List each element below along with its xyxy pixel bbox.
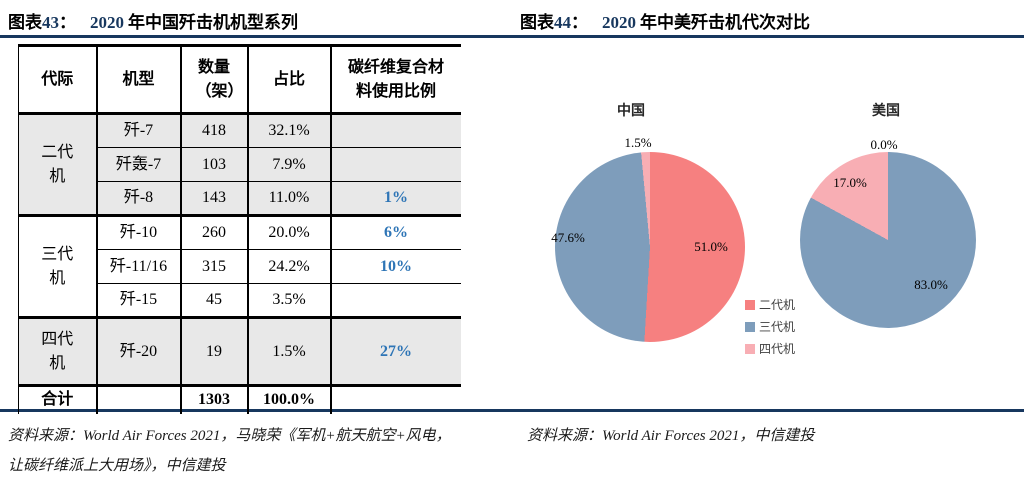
total-cell <box>95 384 181 414</box>
pie-chart-china <box>555 152 745 342</box>
pie-label-china-gen2: 51.0% <box>694 239 728 254</box>
count-cell: 315 <box>179 249 248 284</box>
pie-label-us-gen3: 83.0% <box>914 277 948 292</box>
pie-label-us-gen4: 17.0% <box>833 175 867 190</box>
table-row: 歼-8 143 11.0% 1% <box>19 181 461 216</box>
fighters-table-body: 二代机 歼-7 418 32.1% 歼轰-7 103 7.9% 歼-8 143 11.0% 1% 三代… <box>18 112 461 414</box>
count-cell: 103 <box>179 147 248 182</box>
figure-label: 图表 <box>520 13 554 32</box>
fighters-table: 代际 机型 数量（架） 占比 碳纤维复合材料使用比例 二代机 歼-7 418 32.1… <box>18 44 461 414</box>
model-cell: 歼-11/16 <box>95 249 181 284</box>
source-note-right: 资料来源：World Air Forces 2021，中信建投 <box>527 421 814 451</box>
title-text: 年中国歼击机机型系列 <box>128 13 298 32</box>
pie-label-china-gen4: 1.5% <box>624 135 652 150</box>
count-cell: 143 <box>179 181 248 216</box>
count-cell: 418 <box>179 112 248 148</box>
figure-colon: ： <box>571 13 588 32</box>
share-cell: 20.0% <box>246 214 331 250</box>
pie-legend: 二代机 三代机 四代机 <box>745 296 795 357</box>
legend-label: 二代机 <box>759 298 796 312</box>
carbon-cell: 1% <box>329 181 461 216</box>
share-cell: 32.1% <box>246 112 331 148</box>
pie-title-china: 中国 <box>617 102 645 118</box>
legend-swatch-icon <box>745 299 755 310</box>
table-row: 二代机 歼-7 418 32.1% <box>18 112 461 216</box>
figure-colon: ： <box>59 13 76 32</box>
count-cell: 45 <box>179 283 248 318</box>
source-line: 资料来源：World Air Forces 2021，中信建投 <box>527 428 815 444</box>
count-cell: 260 <box>179 214 248 250</box>
carbon-cell: 27% <box>329 316 461 386</box>
legend-label: 三代机 <box>759 320 796 334</box>
total-cell: 合计 <box>18 384 97 414</box>
table-row: 歼轰-7 103 7.9% <box>19 147 461 182</box>
pie-chart-us <box>800 152 976 328</box>
header-carbon: 碳纤维复合材料使用比例 <box>329 44 461 115</box>
title-year: 2020 <box>90 13 124 32</box>
source-note-left: 资料来源：World Air Forces 2021，马晓荣《军机+航天航空+风… <box>8 421 451 478</box>
model-cell: 歼-20 <box>95 316 181 386</box>
model-cell: 歼-8 <box>95 181 181 216</box>
source-line: 资料来源：World Air Forces 2021，马晓荣《军机+航天航空+风… <box>8 428 451 444</box>
total-cell: 1303 <box>179 384 248 414</box>
pie-title-us: 美国 <box>872 102 900 118</box>
carbon-cell: 10% <box>329 249 461 284</box>
legend-swatch-icon <box>745 321 755 332</box>
table-row: 三代机 歼-10 260 20.0% 6% <box>18 214 461 318</box>
top-divider-rule <box>0 35 1024 38</box>
source-line: 让碳纤维派上大用场》，中信建投 <box>8 458 226 474</box>
table-row: 歼-15 45 3.5% <box>19 283 461 318</box>
header-count: 数量（架） <box>179 44 248 115</box>
table-total-row: 合计 1303 100.0% <box>18 384 461 414</box>
carbon-cell: 6% <box>329 214 461 250</box>
total-cell: 100.0% <box>246 384 331 414</box>
table-row: 四代机 歼-20 19 1.5% 27% <box>18 316 461 386</box>
carbon-cell <box>329 147 461 182</box>
pie-label-us-gen2: 0.0% <box>870 137 898 152</box>
figure-number: 43 <box>42 13 59 32</box>
model-cell: 歼-15 <box>95 283 181 318</box>
figure-label: 图表 <box>8 13 42 32</box>
legend-item: 四代机 <box>745 340 795 357</box>
header-share: 占比 <box>246 44 331 115</box>
table-row: 歼-11/16 315 24.2% 10% <box>19 249 461 284</box>
model-cell: 歼轰-7 <box>95 147 181 182</box>
total-cell <box>329 384 461 414</box>
share-cell: 7.9% <box>246 147 331 182</box>
generation-cell: 四代机 <box>18 316 97 386</box>
generation-cell: 二代机 <box>18 112 97 216</box>
share-cell: 3.5% <box>246 283 331 318</box>
share-cell: 11.0% <box>246 181 331 216</box>
generation-cell: 三代机 <box>18 214 97 318</box>
figure-title-left: 图表43： 2020 年中国歼击机机型系列 <box>8 8 298 33</box>
model-cell: 歼-10 <box>95 214 181 250</box>
header-generation: 代际 <box>18 44 97 115</box>
header-row: 代际 机型 数量（架） 占比 碳纤维复合材料使用比例 <box>18 44 461 115</box>
count-cell: 19 <box>179 316 248 386</box>
legend-item: 二代机 <box>745 296 795 313</box>
carbon-cell <box>329 112 461 148</box>
carbon-cell <box>329 283 461 318</box>
figure-title-right: 图表44： 2020 年中美歼击机代次对比 <box>520 8 810 33</box>
header-model: 机型 <box>95 44 181 115</box>
model-cell: 歼-7 <box>95 112 181 148</box>
title-year: 2020 <box>602 13 636 32</box>
bottom-divider-rule <box>0 409 1024 412</box>
legend-swatch-icon <box>745 343 755 354</box>
fighters-table-header: 代际 机型 数量（架） 占比 碳纤维复合材料使用比例 <box>18 44 461 115</box>
figure-number: 44 <box>554 13 571 32</box>
legend-item: 三代机 <box>745 318 795 335</box>
share-cell: 1.5% <box>246 316 331 386</box>
legend-label: 四代机 <box>759 342 796 356</box>
share-cell: 24.2% <box>246 249 331 284</box>
pie-label-china-gen3: 47.6% <box>551 230 585 245</box>
title-text: 年中美歼击机代次对比 <box>640 13 810 32</box>
